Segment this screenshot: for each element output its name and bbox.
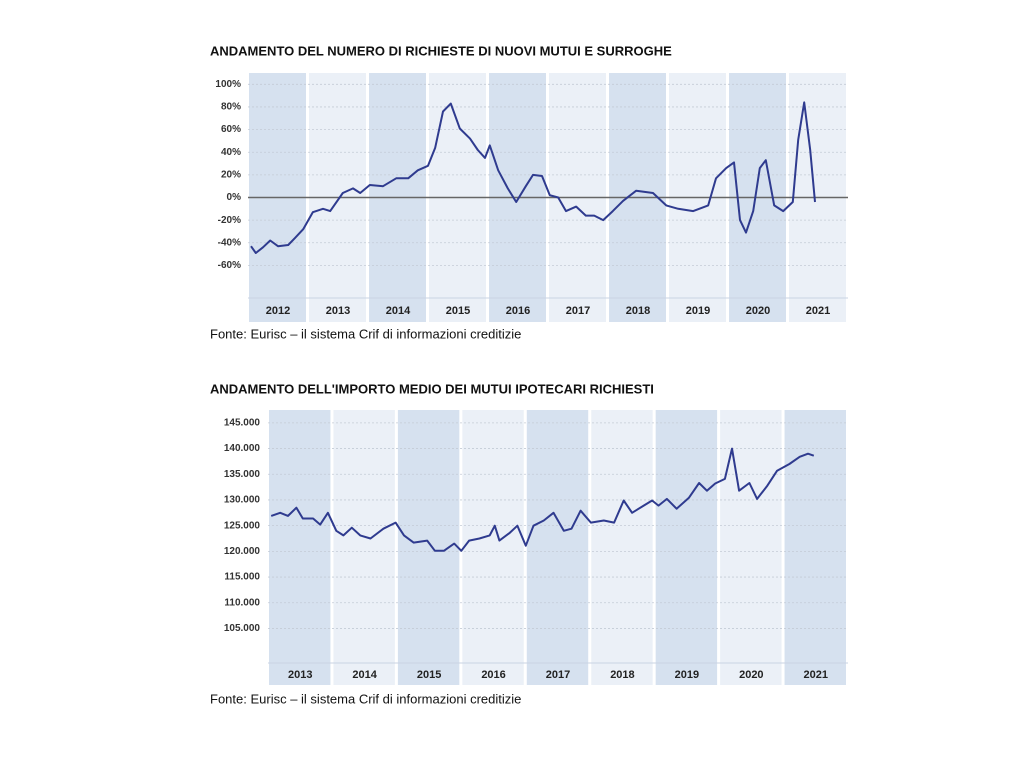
y-tick-label: 80% [221, 102, 241, 113]
year-label: 2017 [546, 669, 570, 681]
year-label: 2016 [506, 305, 530, 317]
year-band [462, 410, 524, 685]
y-tick-label: 120.000 [224, 546, 261, 557]
year-label: 2019 [675, 669, 699, 681]
data-line [250, 101, 816, 254]
y-tick-label: 110.000 [224, 597, 260, 608]
year-label: 2013 [326, 305, 350, 317]
year-label: 2021 [806, 305, 830, 317]
y-tick-label: 20% [221, 170, 241, 181]
data-line [270, 447, 815, 552]
year-label: 2015 [417, 669, 441, 681]
y-tick-label: -20% [218, 215, 241, 226]
y-tick-label: 140.000 [224, 443, 261, 454]
y-tick-label: 135.000 [224, 469, 261, 480]
year-label: 2018 [626, 305, 650, 317]
y-tick-label: 105.000 [224, 623, 261, 634]
y-tick-label: 100% [215, 79, 241, 90]
year-label: 2017 [566, 305, 590, 317]
y-tick-label: 0% [227, 192, 242, 203]
y-tick-label: -40% [218, 237, 241, 248]
chart-title: ANDAMENTO DELL'IMPORTO MEDIO DEI MUTUI I… [210, 381, 654, 396]
year-label: 2016 [481, 669, 505, 681]
source-note: Fonte: Eurisc – il sistema Crif di infor… [210, 691, 521, 706]
year-label: 2014 [352, 669, 377, 681]
source-note: Fonte: Eurisc – il sistema Crif di infor… [210, 326, 521, 341]
y-tick-label: 40% [221, 147, 241, 158]
y-tick-label: -60% [218, 260, 241, 271]
year-band [720, 410, 782, 685]
year-label: 2020 [739, 669, 763, 681]
year-label: 2013 [288, 669, 312, 681]
year-band [655, 410, 718, 685]
year-label: 2019 [686, 305, 710, 317]
y-tick-label: 115.000 [224, 572, 260, 583]
year-label: 2015 [446, 305, 470, 317]
y-tick-label: 125.000 [224, 520, 261, 531]
year-label: 2012 [266, 305, 290, 317]
year-label: 2014 [386, 305, 411, 317]
year-band [269, 410, 331, 685]
year-band [784, 410, 846, 685]
year-label: 2021 [804, 669, 828, 681]
year-band [333, 410, 395, 685]
year-label: 2020 [746, 305, 770, 317]
y-tick-label: 130.000 [224, 495, 261, 506]
year-label: 2018 [610, 669, 634, 681]
chart-title: ANDAMENTO DEL NUMERO DI RICHIESTE DI NUO… [210, 43, 672, 58]
y-tick-label: 145.000 [224, 417, 261, 428]
year-band [526, 410, 589, 685]
year-band [591, 410, 653, 685]
y-tick-label: 60% [221, 124, 241, 135]
